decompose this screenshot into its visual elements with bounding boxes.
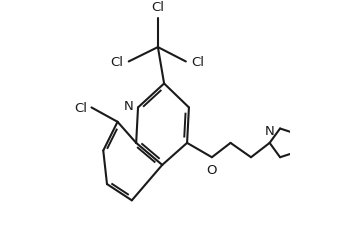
Text: N: N — [265, 125, 275, 138]
Text: O: O — [207, 163, 217, 176]
Text: Cl: Cl — [110, 56, 123, 69]
Text: N: N — [124, 99, 134, 112]
Text: Cl: Cl — [151, 1, 164, 14]
Text: Cl: Cl — [192, 56, 204, 69]
Text: Cl: Cl — [74, 101, 87, 114]
